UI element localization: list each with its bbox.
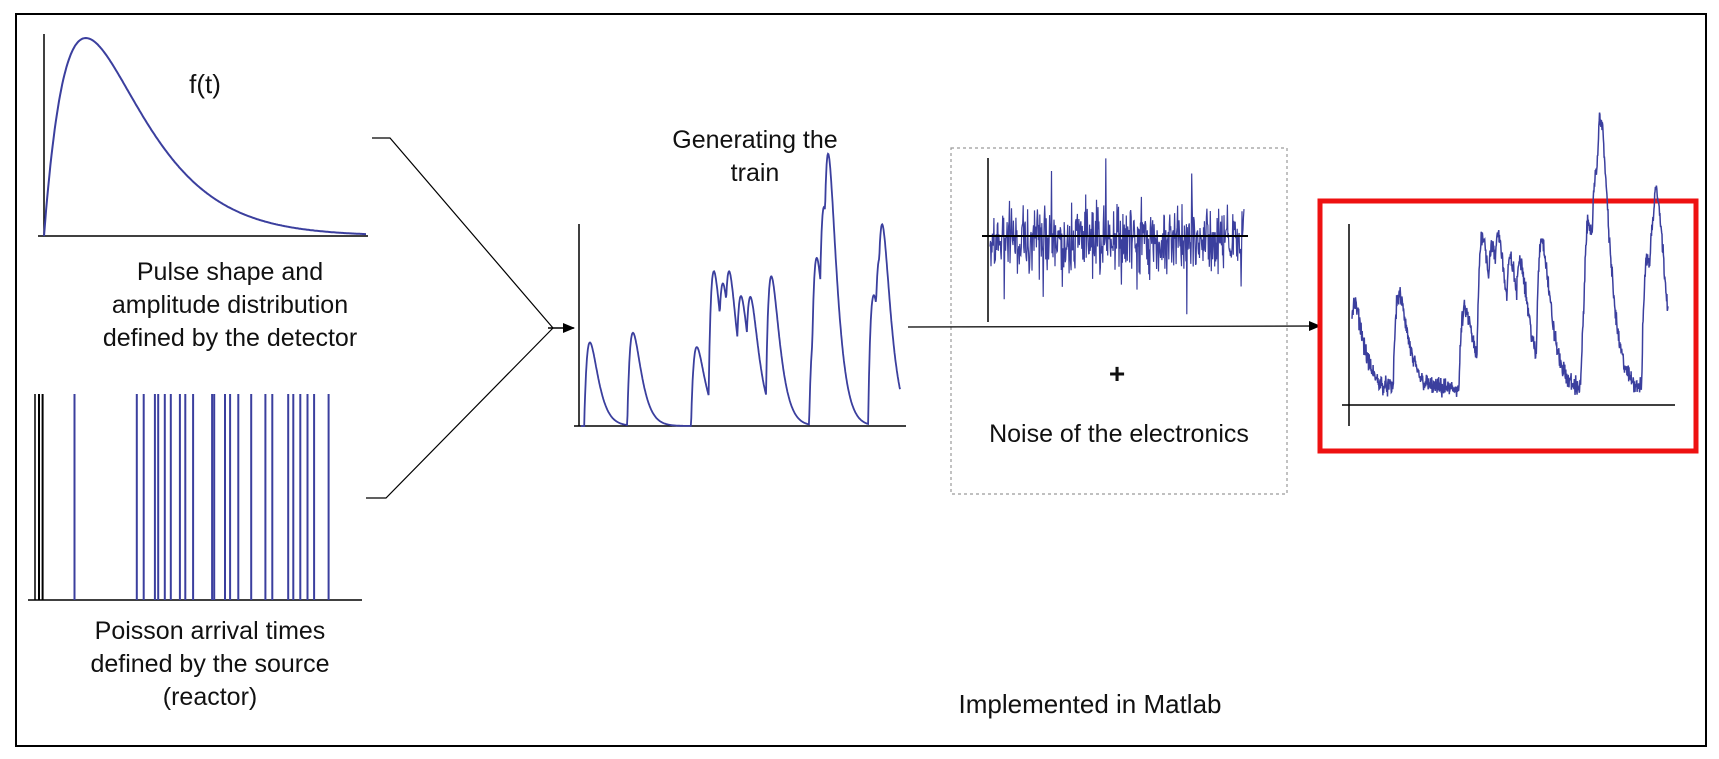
noise-signal-curve <box>989 158 1245 315</box>
poisson-to-train-line <box>366 327 554 499</box>
poisson-caption: Poisson arrival times defined by the sou… <box>30 615 390 714</box>
pulse-caption-line-1: Pulse shape and <box>136 258 324 286</box>
train-title: Generating the train <box>620 124 890 190</box>
footer-label: Implemented in Matlab <box>958 689 1222 719</box>
outer-frame <box>15 13 1707 747</box>
train-title-line-2: train <box>730 159 780 187</box>
pulse-shape-caption: Pulse shape and amplitude distribution d… <box>50 256 410 355</box>
pulse-function-label: f(t) <box>189 69 221 99</box>
plus-sign: + <box>1108 358 1126 389</box>
output-signal-curve <box>1351 112 1669 398</box>
pulse-train-curve <box>581 152 901 427</box>
pulse-caption-line-3: defined by the detector <box>102 324 358 352</box>
noise-panel <box>982 158 1248 322</box>
noise-box <box>950 147 1288 495</box>
pulse-caption-line-2: amplitude distribution <box>111 291 349 319</box>
noise-caption: Noise of the electronics <box>989 420 1249 448</box>
output-highlight-box <box>1317 198 1699 454</box>
poisson-caption-line-1: Poisson arrival times <box>94 617 326 645</box>
poisson-arrivals-panel <box>28 394 362 601</box>
poisson-caption-line-2: defined by the source <box>90 650 330 678</box>
train-to-output-arrow <box>907 321 1321 332</box>
output-panel <box>1342 112 1675 426</box>
train-title-line-1: Generating the <box>672 126 838 154</box>
pulse-to-train-line <box>372 137 554 329</box>
pulse-train-panel <box>574 152 906 427</box>
poisson-caption-line-3: (reactor) <box>162 683 258 711</box>
pulse-shape-panel <box>38 34 368 237</box>
pulse-shape-curve <box>43 36 366 237</box>
